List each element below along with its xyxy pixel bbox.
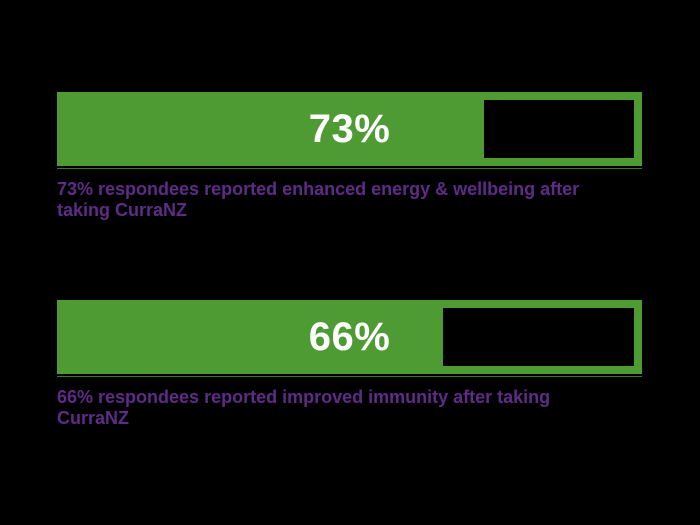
progress-bar-energy: 73% — [57, 92, 642, 169]
percent-label: 73% — [308, 106, 391, 151]
percent-label: 66% — [308, 314, 391, 359]
bar-empty-segment — [443, 308, 634, 366]
progress-bar-immunity: 66% — [57, 300, 642, 377]
bar-empty-segment — [484, 100, 634, 158]
bar-caption-energy: 73% respondees reported enhanced energy … — [57, 179, 580, 220]
bar-caption-immunity: 66% respondees reported improved immunit… — [57, 387, 551, 428]
